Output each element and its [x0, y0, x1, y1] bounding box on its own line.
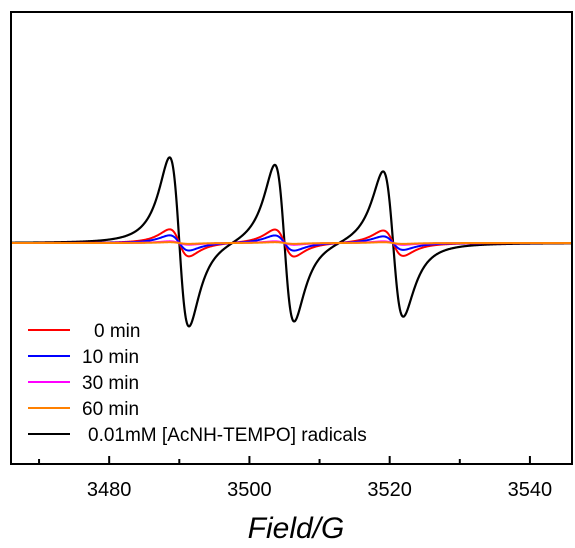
legend-label-4: 0.01mM [AcNH-TEMPO] radicals: [88, 425, 367, 446]
legend: 0 min 10 min 30 min 60 min 0.01mM [AcNH-TEMP…: [28, 321, 367, 446]
plot-frame: [10, 11, 573, 465]
x-tick-label: 3500: [227, 479, 272, 501]
legend-label-2: 30 min: [82, 373, 139, 394]
series-line-4: [11, 156, 572, 328]
legend-label-1: 10 min: [82, 347, 139, 368]
legend-label-0: 0 min: [94, 321, 140, 342]
legend-label-3: 60 min: [82, 399, 139, 420]
x-axis-title: Field/G: [248, 512, 345, 545]
x-tick-label: 3480: [87, 479, 132, 501]
series-line-3: [11, 241, 572, 245]
curves-group: [11, 156, 572, 328]
x-tick-label: 3520: [367, 479, 412, 501]
x-axis-ticks: 3480 3500 3520 3540: [38, 456, 553, 501]
x-tick-label: 3540: [508, 479, 553, 501]
